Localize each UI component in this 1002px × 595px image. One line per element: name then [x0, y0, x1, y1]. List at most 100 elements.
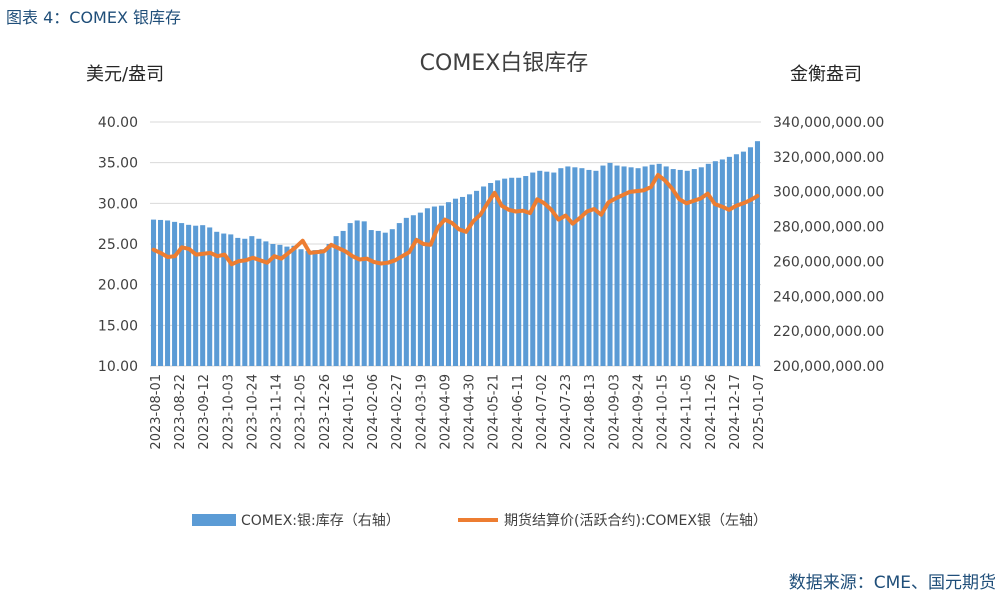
inventory-bar	[509, 177, 515, 366]
inventory-bar	[249, 236, 255, 366]
inventory-bar	[705, 163, 711, 366]
inventory-bar	[698, 167, 704, 366]
right-axis-label: 金衡盎司	[790, 64, 862, 85]
right-tick-label: 340,000,000.00	[773, 115, 884, 131]
inventory-bar	[312, 250, 318, 366]
left-tick-label: 40.00	[98, 115, 138, 131]
inventory-bar	[284, 246, 290, 366]
inventory-bar	[172, 221, 178, 366]
inventory-bar	[277, 244, 283, 366]
inventory-bar	[635, 168, 641, 366]
inventory-bar	[389, 229, 395, 366]
inventory-bar	[256, 238, 262, 366]
right-axis-ticks: 200,000,000.00 220,000,000.00 240,000,000.…	[773, 115, 884, 375]
inventory-bar	[270, 244, 276, 366]
inventory-bar	[340, 230, 346, 366]
inventory-bar	[740, 151, 746, 366]
x-tick-label: 2023-12-26	[318, 374, 333, 450]
inventory-bar	[579, 168, 585, 366]
inventory-bar	[165, 220, 171, 366]
inventory-bar	[382, 232, 388, 366]
inventory-bar	[438, 205, 444, 366]
inventory-bar	[593, 170, 599, 366]
inventory-bar	[326, 244, 332, 366]
x-tick-label: 2023-10-03	[221, 374, 236, 450]
right-tick-label: 260,000,000.00	[773, 254, 884, 270]
inventory-bar	[684, 170, 690, 366]
inventory-bar	[572, 167, 578, 366]
inventory-bar	[291, 245, 297, 366]
source-note: 数据来源：CME、国元期货	[788, 573, 996, 593]
x-tick-label: 2024-04-09	[438, 374, 453, 450]
x-tick-label: 2023-08-01	[149, 374, 164, 450]
left-tick-label: 10.00	[98, 359, 138, 375]
x-tick-label: 2024-04-30	[463, 374, 478, 450]
x-tick-label: 2024-02-27	[390, 374, 405, 450]
left-axis-ticks: 10.00 15.00 20.00 25.00 30.00 35.00 40.00	[98, 115, 138, 375]
inventory-bar	[754, 141, 761, 366]
price-line	[151, 172, 760, 267]
legend: COMEX:银:库存（右轴） 期货结算价(活跃合约):COMEX银（左轴）	[192, 512, 767, 529]
inventory-bar	[733, 154, 739, 366]
x-tick-label: 2024-08-13	[583, 374, 598, 450]
inventory-bar	[368, 230, 374, 366]
x-tick-label: 2023-11-14	[270, 374, 285, 450]
inventory-bar	[403, 217, 409, 366]
right-tick-label: 280,000,000.00	[773, 220, 884, 236]
chart-title: COMEX白银库存	[420, 51, 589, 76]
x-tick-label: 2024-11-05	[680, 374, 695, 450]
inventory-bar	[719, 159, 725, 366]
inventory-bar	[424, 208, 430, 366]
x-tick-label: 2024-09-03	[607, 374, 622, 450]
inventory-bar	[179, 223, 185, 366]
inventory-bar	[354, 220, 360, 366]
left-tick-label: 25.00	[98, 237, 138, 253]
inventory-bar	[459, 196, 466, 366]
inventory-bar	[656, 163, 662, 366]
inventory-bar	[242, 238, 248, 366]
inventory-bar	[200, 225, 206, 366]
x-tick-label: 2024-01-16	[342, 374, 357, 450]
x-tick-label: 2024-06-11	[511, 374, 526, 450]
inventory-bar	[158, 219, 164, 366]
right-tick-label: 240,000,000.00	[773, 289, 884, 305]
x-tick-label: 2023-09-12	[197, 374, 212, 450]
x-tick-label: 2024-05-21	[487, 374, 502, 450]
inventory-bar	[565, 166, 571, 366]
right-tick-label: 200,000,000.00	[773, 359, 884, 375]
x-tick-label: 2023-12-05	[294, 374, 309, 450]
inventory-bar	[712, 161, 718, 366]
inventory-bar	[361, 221, 367, 366]
x-tick-label: 2024-10-15	[656, 374, 671, 450]
left-tick-label: 15.00	[98, 318, 138, 334]
x-tick-label: 2024-12-17	[728, 374, 743, 450]
inventory-bar	[663, 166, 669, 366]
x-tick-label: 2024-11-26	[704, 374, 719, 450]
inventory-bar	[558, 168, 564, 366]
inventory-bar	[347, 223, 353, 366]
x-tick-label: 2024-07-02	[535, 374, 550, 450]
inventory-bar	[228, 234, 234, 366]
inventory-bar	[551, 172, 557, 366]
inventory-bar	[747, 147, 753, 366]
x-axis-ticks: 2023-08-01 2023-08-22 2023-09-12 2023-10-03…	[149, 374, 767, 450]
left-axis-label: 美元/盎司	[86, 64, 164, 85]
figure-caption: 图表 4：COMEX 银库存	[6, 8, 181, 27]
inventory-bar	[333, 236, 339, 366]
inventory-bar	[586, 169, 592, 366]
inventory-bar	[375, 230, 381, 366]
inventory-bar	[235, 237, 241, 366]
inventory-bar	[186, 224, 192, 366]
inventory-bar	[221, 233, 227, 366]
x-tick-label: 2024-02-06	[366, 374, 381, 450]
inventory-bar	[628, 167, 634, 366]
inventory-bar	[677, 169, 683, 366]
x-tick-label: 2023-10-24	[245, 374, 260, 450]
inventory-bar	[726, 156, 732, 366]
inventory-bar	[467, 194, 473, 366]
x-tick-label: 2023-08-22	[173, 374, 188, 450]
inventory-bar	[305, 250, 311, 366]
inventory-bar	[621, 166, 627, 366]
x-tick-label: 2024-07-23	[559, 374, 574, 450]
